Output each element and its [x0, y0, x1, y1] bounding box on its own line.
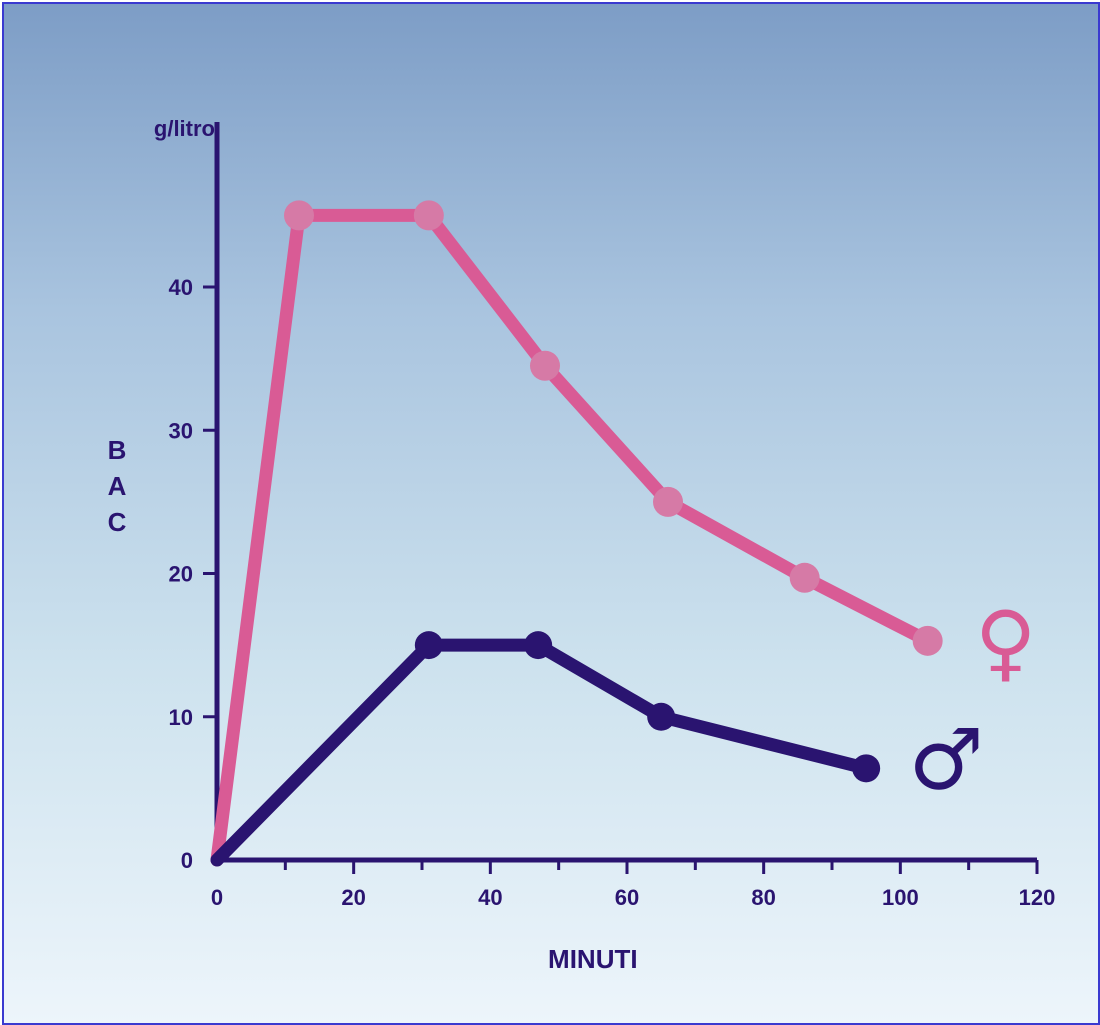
y-axis-unit-label: g/litro [154, 116, 215, 141]
data-point [414, 631, 443, 660]
ticks: 0 20 40 60 80 100 120 0 10 20 30 40 [169, 275, 1056, 910]
male-symbol-legend: ♂ [909, 710, 984, 808]
data-point [284, 200, 314, 231]
bac-line-chart: 0 20 40 60 80 100 120 0 10 20 30 40 g/litro BAC MINUT… [108, 116, 1056, 974]
y-tick-label: 30 [169, 418, 193, 443]
x-tick-label: 80 [751, 885, 775, 910]
x-axis-title: MINUTI [548, 944, 638, 974]
series-layer [210, 200, 943, 867]
series-line-male [210, 638, 873, 867]
x-tick-label: 20 [341, 885, 365, 910]
data-point [524, 631, 553, 660]
labels: g/litro BAC MINUTI ♀ ♂ [108, 116, 1037, 974]
data-point [653, 486, 683, 517]
data-point [413, 200, 444, 231]
y-axis-title-letter: C [108, 507, 127, 537]
x-tick-label: 60 [615, 885, 639, 910]
y-axis-title-letter: B [108, 435, 127, 465]
data-point [530, 350, 560, 381]
y-tick-label: 10 [169, 705, 193, 730]
data-point [912, 625, 943, 656]
x-tick-label: 100 [882, 885, 919, 910]
y-tick-label: 20 [169, 562, 193, 587]
data-point [789, 562, 820, 593]
data-point [852, 754, 881, 783]
x-tick-label: 0 [211, 885, 223, 910]
y-tick-label: 40 [169, 275, 193, 300]
x-tick-label: 40 [478, 885, 502, 910]
y-axis-title-letter: A [108, 471, 127, 501]
female-symbol-legend: ♀ [975, 593, 1037, 691]
x-tick-label: 120 [1019, 885, 1056, 910]
data-point [647, 702, 676, 731]
y-tick-label: 0 [181, 848, 193, 873]
